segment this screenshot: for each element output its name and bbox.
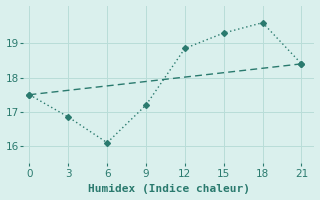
X-axis label: Humidex (Indice chaleur): Humidex (Indice chaleur)	[88, 184, 250, 194]
